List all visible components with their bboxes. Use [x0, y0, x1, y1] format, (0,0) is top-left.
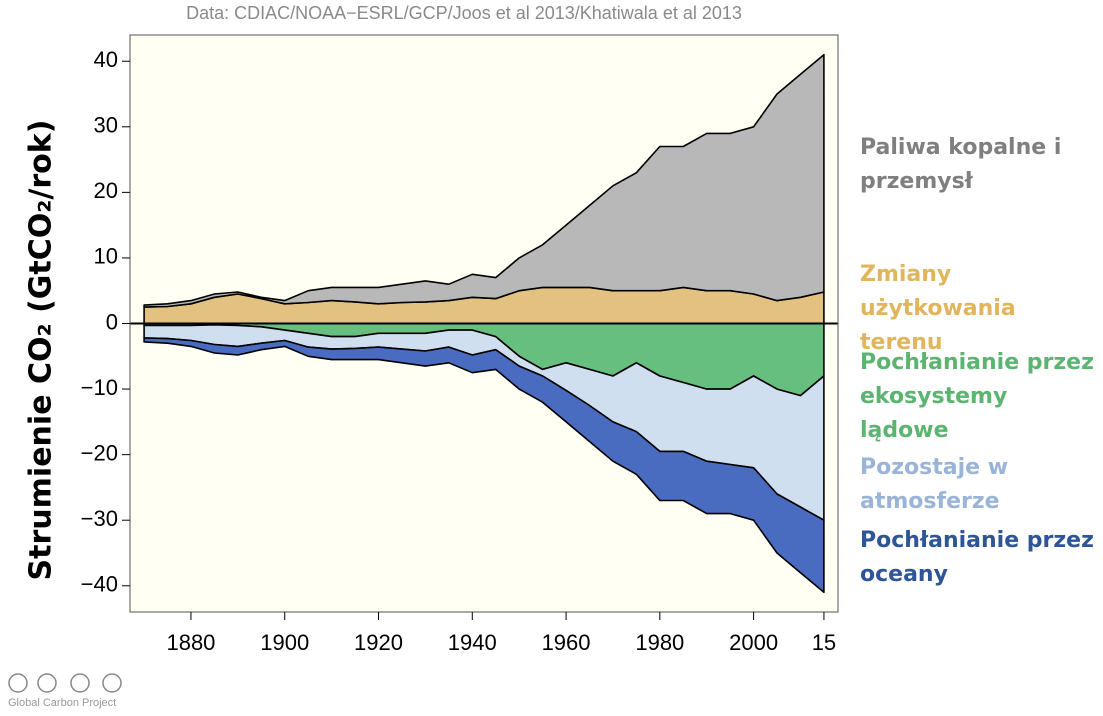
- area: [143, 337, 825, 594]
- x-tick-label: 2000: [729, 630, 778, 655]
- legend-label: Zmiany użytkowania terenu: [860, 262, 1016, 355]
- x-tick-label: 1900: [260, 630, 309, 655]
- y-tick-label: 40: [94, 47, 118, 72]
- x-tick-label: 1880: [166, 630, 215, 655]
- legend-label: Paliwa kopalne i przemysł: [860, 135, 1062, 194]
- legend-label: Pochłanianie przez oceany: [860, 528, 1094, 587]
- legend-label: Pozostaje w atmosferze: [860, 455, 1009, 514]
- y-tick-label: 20: [94, 178, 118, 203]
- x-tick-label: 1920: [354, 630, 403, 655]
- y-axis-label: Strumienie CO₂ (GtCO₂/rok): [24, 120, 59, 581]
- cc-icons: [8, 673, 122, 693]
- y-tick-label: 0: [106, 309, 118, 334]
- x-tick-label: 15: [812, 630, 836, 655]
- x-tick-label: 1940: [448, 630, 497, 655]
- y-tick-label: −10: [81, 375, 118, 400]
- x-tick-label: 1980: [635, 630, 684, 655]
- y-tick-label: 30: [94, 113, 118, 138]
- y-tick-label: −20: [81, 440, 118, 465]
- y-tick-label: 10: [94, 244, 118, 269]
- footer: Global Carbon Project: [8, 697, 116, 709]
- legend-label: Pochłanianie przez ekosystemy lądowe: [860, 350, 1094, 443]
- source: Data: CDIAC/NOAA−ESRL/GCP/Joos et al 201…: [186, 3, 742, 23]
- x-tick-label: 1960: [542, 630, 591, 655]
- y-tick-label: −30: [81, 506, 118, 531]
- area: [143, 53, 825, 308]
- y-tick-label: −40: [81, 572, 118, 597]
